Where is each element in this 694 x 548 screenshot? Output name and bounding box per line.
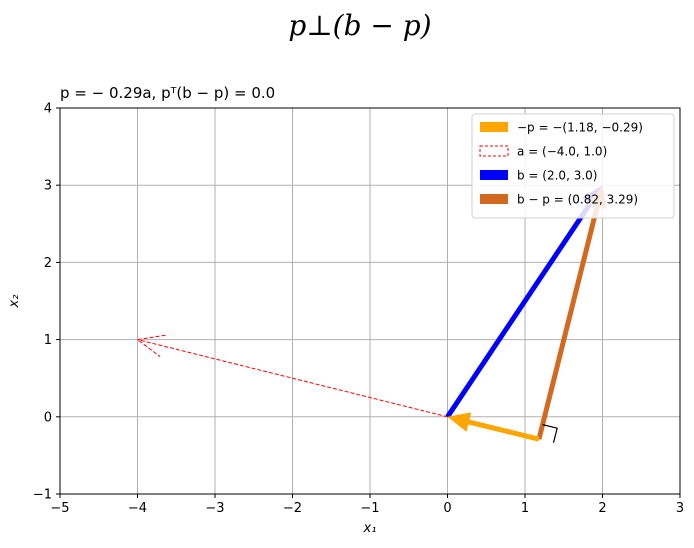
vector-head <box>447 412 472 432</box>
x-tick-label: −4 <box>128 501 147 516</box>
legend-swatch <box>480 170 508 180</box>
x-tick-label: −5 <box>50 501 69 516</box>
vector-shaft <box>445 200 594 419</box>
vector-shaft <box>536 203 601 440</box>
legend: −p = −(1.18, −0.29) a = (−4.0, 1.0) b = (2… <box>471 113 675 219</box>
y-tick-label: −1 <box>33 488 52 503</box>
x-axis-label: x₁ <box>363 521 377 536</box>
y-tick-label: 2 <box>44 256 52 271</box>
legend-label: a = (−4.0, 1.0) <box>517 145 607 159</box>
x-tick-label: 2 <box>598 501 606 516</box>
y-tick-label: 3 <box>44 179 52 194</box>
x-tick-label: 0 <box>443 501 451 516</box>
legend-swatch <box>479 145 509 157</box>
legend-swatch <box>480 194 508 204</box>
y-tick-label: 1 <box>44 333 52 348</box>
vector-shaft <box>466 419 540 442</box>
legend-box <box>471 113 675 219</box>
legend-label: b = (2.0, 3.0) <box>517 169 597 183</box>
y-tick-label: 4 <box>44 102 52 117</box>
right-angle-marker <box>542 424 558 443</box>
x-tick-label: −3 <box>205 501 224 516</box>
vector-a-arrow <box>136 334 448 418</box>
x-tick-label: 3 <box>676 501 684 516</box>
x-tick-label: −2 <box>283 501 302 516</box>
axes-title: p = − 0.29a, pᵀ(b − p) = 0.0 <box>60 84 275 102</box>
vectors <box>136 185 607 443</box>
legend-swatch <box>480 122 508 132</box>
x-tick-label: 1 <box>521 501 529 516</box>
y-axis-label: x₂ <box>7 295 22 309</box>
legend-label: −p = −(1.18, −0.29) <box>517 121 643 135</box>
x-tick-label: −1 <box>360 501 379 516</box>
figure-suptitle: p⊥(b − p) <box>288 9 431 42</box>
y-tick-label: 0 <box>44 410 52 425</box>
legend-label: b − p = (0.82, 3.29) <box>517 193 638 207</box>
ticks: −5 −4 −3 −2 −1 0 1 2 3 −1 0 1 2 3 4 <box>33 102 684 517</box>
